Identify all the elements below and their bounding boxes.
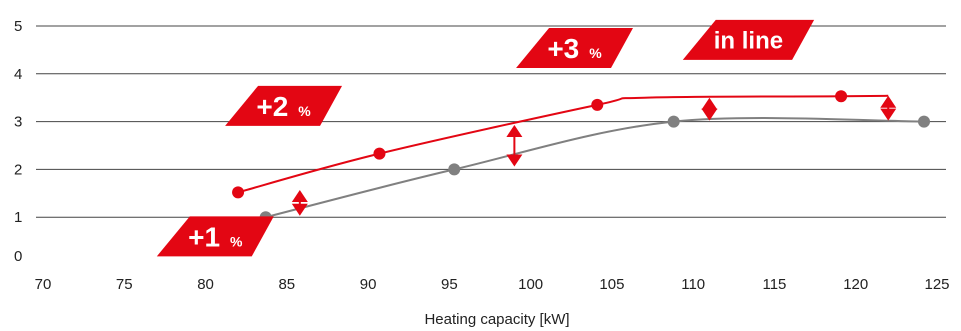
x-tick-label: 125 [924,276,949,293]
annotation-badge: +2% [225,85,343,126]
difference-arrow [880,95,897,121]
series-line-1 [265,117,924,219]
x-tick-label: 80 [197,276,214,293]
difference-arrow [701,97,718,121]
x-tick-label: 120 [843,276,868,293]
data-point [373,147,386,160]
series-line-0 [237,94,889,194]
badge-background [682,19,815,60]
series-markers [232,90,930,224]
x-tick-label: 70 [35,276,52,293]
grid [36,25,946,218]
arrow-head-up [880,95,897,108]
badge-label: +1% [188,221,243,252]
y-tick-label: 2 [14,161,22,178]
y-axis: 0 1 2 3 4 5 [14,18,22,265]
annotation-badges: +1 % +2 % +3% in line [156,19,815,257]
y-tick-label: 5 [14,18,22,35]
badge-background [516,27,633,68]
x-tick-label: 105 [599,276,624,293]
arrow-head-down [291,203,308,216]
x-tick-label: 85 [278,276,295,293]
x-axis: 70 75 80 85 90 95 100 105 110 115 120 125 [35,276,950,293]
x-tick-label: 75 [116,276,133,293]
y-tick-label: 3 [14,114,22,131]
difference-arrow [506,124,523,167]
data-point [835,90,848,103]
series-lines [237,94,924,219]
arrow-head-up [701,97,718,110]
x-tick-label: 90 [360,276,377,293]
badge-label: +2% [256,91,311,122]
arrow-head-down [506,154,523,167]
x-tick-label: 115 [762,276,786,293]
arrow-head-down [880,108,897,121]
data-point [591,98,604,111]
difference-arrow [291,189,308,216]
badge-label: in line [714,28,783,55]
arrow-head-up [506,124,523,137]
x-tick-label: 110 [681,276,705,293]
y-tick-label: 1 [14,209,22,226]
data-point [667,115,680,128]
y-tick-label: 0 [14,248,22,265]
annotation-badge: +1% [156,216,274,257]
annotation-badge: +3% [516,27,633,68]
data-point [232,186,245,199]
x-tick-label: 100 [518,276,543,293]
arrow-head-up [291,189,308,202]
data-point [917,115,930,128]
arrow-head-down [701,108,718,121]
badge-label: +3% [547,33,602,64]
x-tick-label: 95 [441,276,458,293]
data-point [448,163,461,176]
badge-background [225,85,343,126]
x-axis-title: Heating capacity [kW] [424,311,569,328]
y-tick-label: 4 [14,66,22,83]
difference-arrows [291,95,897,216]
annotation-badge: in line [682,19,815,60]
badge-background [156,216,274,257]
